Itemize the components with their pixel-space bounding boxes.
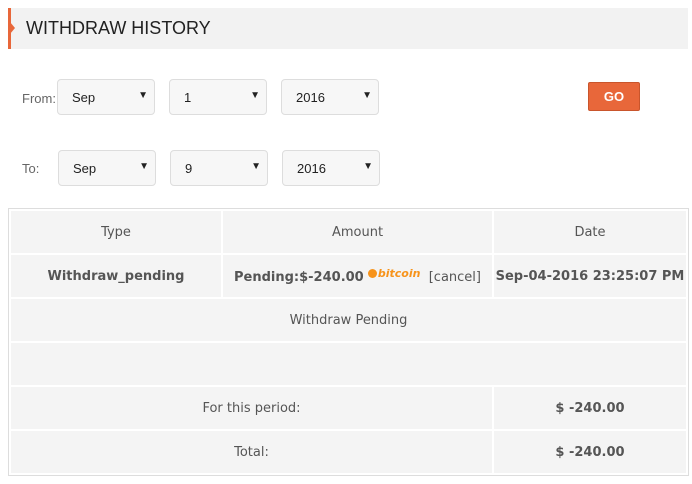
dropdown-arrow-icon: ▼ <box>362 90 372 101</box>
status-cell: Withdraw Pending <box>11 299 686 341</box>
period-value: $ -240.00 <box>494 387 686 429</box>
to-month-select[interactable]: Sep ▼ <box>58 150 156 186</box>
value: 9 <box>185 161 193 176</box>
value: 2016 <box>297 161 326 176</box>
go-button[interactable]: GO <box>588 82 640 111</box>
amount-cell: Pending:$-240.00 bitcoin [cancel] <box>223 255 492 297</box>
from-day-select[interactable]: 1 ▼ <box>169 79 267 115</box>
empty-row <box>11 343 686 385</box>
period-label: For this period: <box>11 387 492 429</box>
type-cell: Withdraw_pending <box>11 255 221 297</box>
value: $ -240.00 <box>555 400 625 416</box>
table-header-row: Type Amount Date <box>11 211 686 253</box>
from-month-select[interactable]: Sep ▼ <box>57 79 155 115</box>
date: Sep-04-2016 23:25:07 PM <box>495 268 685 284</box>
value: 1 <box>184 90 192 105</box>
dropdown-arrow-icon: ▼ <box>250 90 260 101</box>
page-header: WITHDRAW HISTORY <box>8 8 688 49</box>
dropdown-arrow-icon: ▼ <box>138 90 148 101</box>
header-date: Date <box>494 211 686 253</box>
bitcoin-logo: bitcoin <box>367 267 421 280</box>
value: Sep <box>73 161 97 176</box>
table-row: Withdraw_pending Pending:$-240.00 bitcoi… <box>11 255 686 297</box>
to-year-select[interactable]: 2016 ▼ <box>282 150 380 186</box>
value: 2016 <box>296 90 325 105</box>
cancel-link[interactable]: [cancel] <box>428 270 481 285</box>
from-year-select[interactable]: 2016 ▼ <box>281 79 379 115</box>
dropdown-arrow-icon: ▼ <box>139 161 149 172</box>
dropdown-arrow-icon: ▼ <box>251 161 261 172</box>
amount: Pending:$-240.00 <box>234 270 364 285</box>
page-title: WITHDRAW HISTORY <box>26 18 211 38</box>
value: $ -240.00 <box>555 444 625 460</box>
header-type: Type <box>11 211 221 253</box>
bitcoin-icon <box>367 269 377 278</box>
header-amount: Amount <box>223 211 492 253</box>
date-cell: Sep-04-2016 23:25:07 PM <box>494 255 686 297</box>
to-label: To: <box>22 161 40 176</box>
type: Withdraw_pending <box>47 268 185 284</box>
value: Sep <box>72 90 96 105</box>
dropdown-arrow-icon: ▼ <box>363 161 373 172</box>
withdraw-table: Type Amount Date Withdraw_pending Pendin… <box>8 208 689 476</box>
to-day-select[interactable]: 9 ▼ <box>170 150 268 186</box>
total-value: $ -240.00 <box>494 431 686 473</box>
currency: bitcoin <box>377 267 421 280</box>
total-label: Total: <box>11 431 492 473</box>
from-label: From: <box>22 91 56 106</box>
